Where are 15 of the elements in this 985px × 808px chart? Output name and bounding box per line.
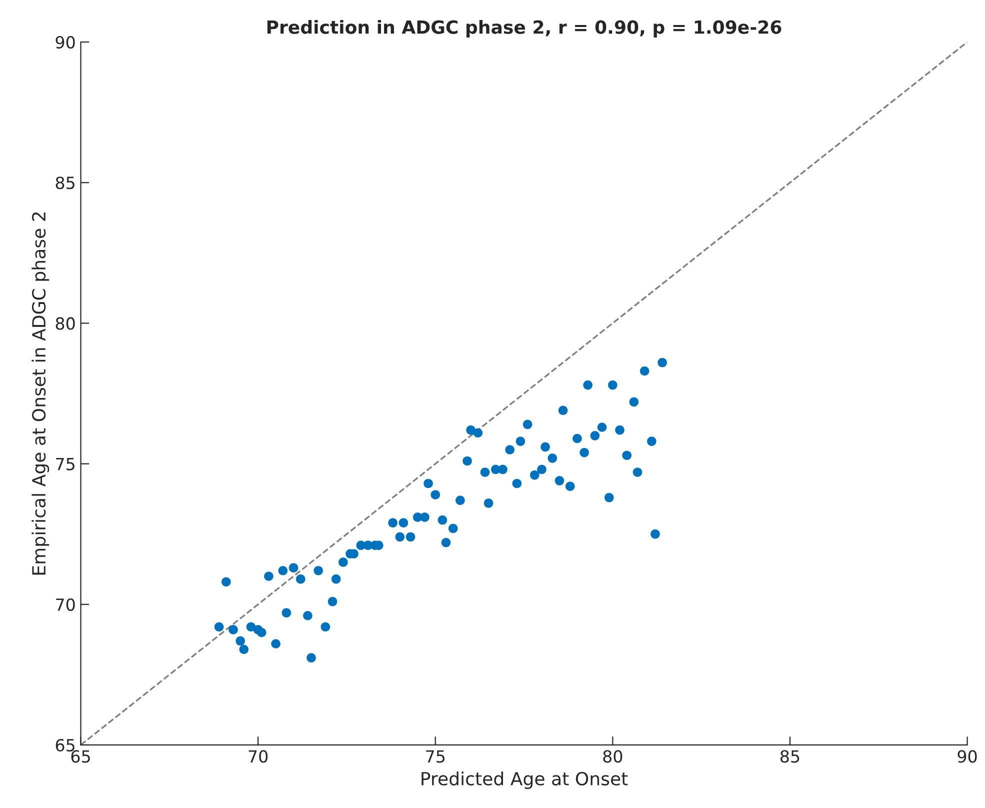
y-tick-label: 80 <box>56 317 75 330</box>
y-tick-label: 90 <box>56 36 75 49</box>
x-tick-label: 80 <box>603 750 622 763</box>
x-axis-title: Predicted Age at Onset <box>422 772 628 789</box>
chart-title: Prediction in ADGC phase 2, r = 0.90, p = 1.09e-26 <box>267 20 782 38</box>
y-tick-label: 70 <box>56 598 75 611</box>
x-tick-label: 65 <box>71 750 90 763</box>
y-axis-title: Empirical Age at Onset in ADGC phase 2 <box>32 212 50 575</box>
x-tick-label: 75 <box>426 750 445 763</box>
x-tick-label: 85 <box>780 750 800 763</box>
y-tick-label: 85 <box>56 176 74 190</box>
x-tick-label: 90 <box>958 750 977 763</box>
y-tick-label: 75 <box>56 458 74 470</box>
x-tick-label: 70 <box>248 750 268 763</box>
y-tick-label: 65 <box>56 738 74 752</box>
